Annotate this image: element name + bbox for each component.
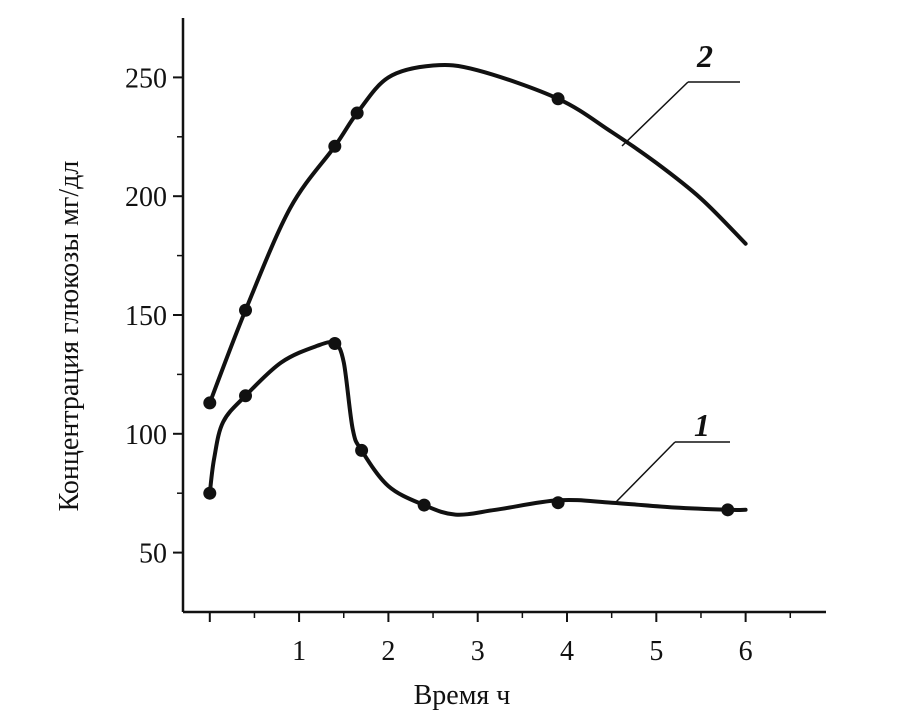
y-tick-label: 250 [125,63,167,94]
x-tick-label: 2 [381,636,395,667]
x-tick-label: 3 [471,636,485,667]
series-labels: 21 [614,38,740,504]
series-1-point [328,337,342,351]
series-2-label: 2 [696,38,713,74]
y-tick-label: 100 [125,420,167,451]
series-1-point [355,443,369,457]
series-2-point [350,106,364,120]
series-1-point [417,498,431,512]
series-2-point [239,303,253,317]
series-1-point [551,496,565,510]
x-tick-label: 4 [560,636,574,667]
y-tick-label: 200 [125,182,167,213]
x-axis-ticks: 1 2 3 4 5 6 [208,612,792,667]
series-1-label: 1 [694,407,710,443]
x-axis-title: Время ч [414,680,511,711]
y-tick-label: 150 [125,301,167,332]
series-1-point [239,389,253,403]
series-2-point [328,139,342,153]
series-2-point [551,92,565,106]
x-tick-label: 1 [292,636,306,667]
y-tick-label: 50 [139,539,167,570]
series-2-point [203,396,217,410]
x-tick-label: 5 [649,636,663,667]
axes [181,18,826,614]
series-1-point [203,486,217,500]
series-2-leader [621,81,689,147]
series-2-line [207,62,748,405]
y-axis-ticks: 50 100 150 200 250 [125,63,183,570]
series-markers [203,92,735,517]
series-1-point [721,503,735,517]
series-curves [207,62,748,517]
series-1-leader [614,441,676,504]
y-axis-title: Концентрация глюкозы мг/дл [54,161,85,512]
series-1-line [207,340,748,517]
x-tick-label: 6 [739,636,753,667]
